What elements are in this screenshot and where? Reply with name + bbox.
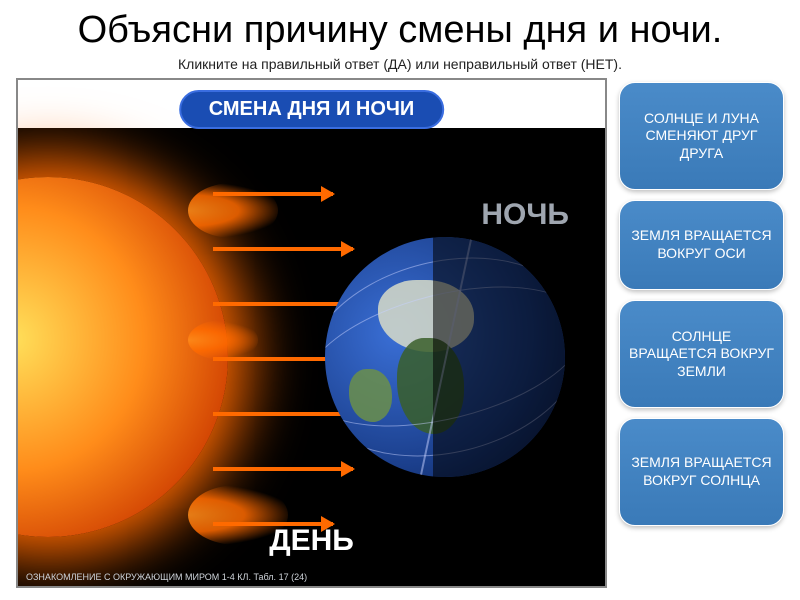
label-night-text: НОЧЬ	[481, 198, 569, 231]
diagram-footer: ОЗНАКОМЛЕНИЕ С ОКРУЖАЮЩИМ МИРОМ 1-4 КЛ. …	[26, 572, 307, 582]
answer-option-1[interactable]: ЗЕМЛЯ ВРАЩАЕТСЯ ВОКРУГ ОСИ	[619, 200, 784, 290]
label-day: ДЕНЬ	[269, 524, 354, 558]
diagram-footer-text: ОЗНАКОМЛЕНИЕ С ОКРУЖАЮЩИМ МИРОМ 1-4 КЛ. …	[26, 572, 307, 582]
diagram-panel: СМЕНА ДНЯ И НОЧИ НОЧЬ	[16, 78, 607, 588]
answer-text: СОЛНЦЕ ВРАЩАЕТСЯ ВОКРУГ ЗЕМЛИ	[628, 328, 775, 381]
space-background: НОЧЬ ДЕНЬ ОЗНАКОМЛЕНИЕ С ОКРУЖАЮЩИМ МИРО…	[18, 128, 605, 586]
answer-option-3[interactable]: ЗЕМЛЯ ВРАЩАЕТСЯ ВОКРУГ СОЛНЦА	[619, 418, 784, 526]
earth-icon	[325, 237, 565, 477]
answer-option-0[interactable]: СОЛНЦЕ И ЛУНА СМЕНЯЮТ ДРУГ ДРУГА	[619, 82, 784, 190]
answer-text: СОЛНЦЕ И ЛУНА СМЕНЯЮТ ДРУГ ДРУГА	[628, 110, 775, 163]
solar-flare	[188, 320, 258, 360]
sun-icon	[16, 177, 228, 537]
page-title: Объясни причину смены дня и ночи.	[0, 0, 800, 54]
earth-night-shadow	[433, 237, 565, 477]
sunray-arrow	[213, 247, 353, 251]
answer-option-2[interactable]: СОЛНЦЕ ВРАЩАЕТСЯ ВОКРУГ ЗЕМЛИ	[619, 300, 784, 408]
title-text: Объясни причину смены дня и ночи.	[78, 9, 723, 51]
diagram-header-text: СМЕНА ДНЯ И НОЧИ	[209, 98, 415, 120]
sunray-arrow	[213, 192, 333, 196]
label-night: НОЧЬ	[481, 198, 569, 232]
label-day-text: ДЕНЬ	[269, 524, 354, 557]
answer-text: ЗЕМЛЯ ВРАЩАЕТСЯ ВОКРУГ СОЛНЦА	[628, 454, 775, 489]
answer-text: ЗЕМЛЯ ВРАЩАЕТСЯ ВОКРУГ ОСИ	[628, 227, 775, 262]
subtitle-text: Кликните на правильный ответ (ДА) или не…	[178, 56, 622, 72]
instruction-text: Кликните на правильный ответ (ДА) или не…	[0, 54, 800, 78]
answers-column: СОЛНЦЕ И ЛУНА СМЕНЯЮТ ДРУГ ДРУГА ЗЕМЛЯ В…	[619, 78, 784, 588]
diagram-header: СМЕНА ДНЯ И НОЧИ	[179, 90, 445, 129]
sunray-arrow	[213, 467, 353, 471]
